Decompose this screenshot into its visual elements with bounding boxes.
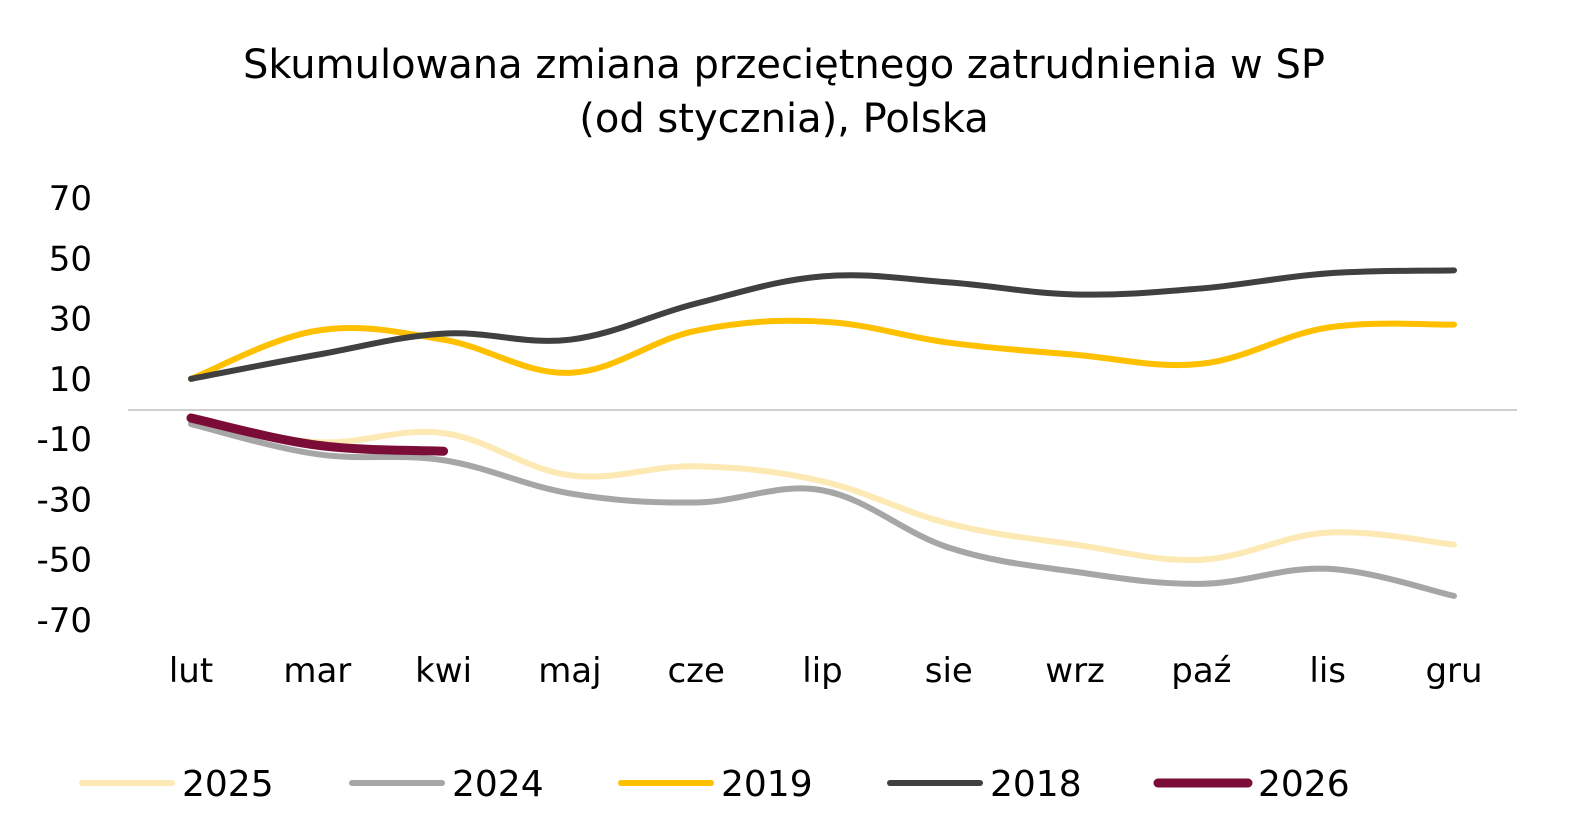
legend-label-2024: 2024 — [452, 764, 544, 805]
series-line-2024 — [188, 421, 1457, 599]
series-line-2025 — [188, 415, 1457, 563]
series-line-2018 — [188, 267, 1457, 382]
x-tick-label: wrz — [1045, 651, 1105, 691]
y-tick-label: -70 — [36, 601, 92, 641]
legend-label-2019: 2019 — [721, 764, 813, 805]
legend-label-2026: 2026 — [1258, 764, 1350, 805]
series-line-2019 — [188, 317, 1457, 382]
x-tick-label: lis — [1309, 651, 1346, 691]
y-axis: 70 50 30 10 -10 -30 -50 -70 — [36, 179, 92, 641]
x-tick-label: maj — [538, 651, 601, 691]
y-tick-label: 70 — [49, 179, 92, 219]
x-tick-label: mar — [283, 651, 351, 691]
x-tick-label: cze — [667, 651, 724, 691]
x-tick-label: lut — [169, 651, 213, 691]
x-tick-label: paź — [1171, 651, 1231, 691]
chart-title: Skumulowana zmiana przeciętnego zatrudni… — [243, 42, 1325, 88]
plot-area — [186, 267, 1457, 599]
x-tick-label: lip — [802, 651, 842, 691]
legend: 2025 2024 2019 2018 2026 — [79, 764, 1350, 805]
y-tick-label: -30 — [36, 480, 92, 520]
legend-label-2025: 2025 — [182, 764, 274, 805]
y-tick-label: -50 — [36, 541, 92, 581]
legend-label-2018: 2018 — [990, 764, 1082, 805]
y-tick-label: 10 — [49, 360, 92, 400]
x-axis: lut mar kwi maj cze lip sie wrz paź lis gru — [169, 651, 1483, 691]
series-line-2026 — [186, 413, 449, 456]
x-tick-label: kwi — [415, 651, 472, 691]
chart-subtitle: (od stycznia), Polska — [579, 96, 988, 142]
y-tick-label: -10 — [36, 420, 92, 460]
y-tick-label: 30 — [49, 300, 92, 340]
x-tick-label: gru — [1425, 651, 1482, 691]
y-tick-label: 50 — [49, 239, 92, 279]
x-tick-label: sie — [925, 651, 973, 691]
